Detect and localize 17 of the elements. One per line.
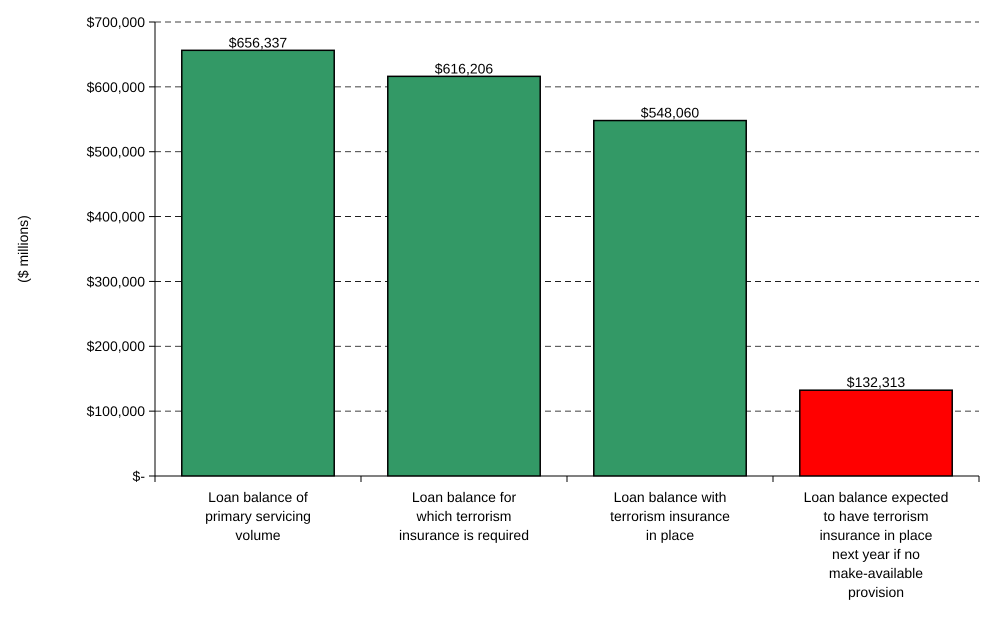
data-label: $132,313 (846, 374, 906, 390)
y-tick-label: $300,000 (86, 273, 146, 290)
x-tick-label: Loan balance of primary servicing volume (205, 489, 311, 543)
y-tick-label: $600,000 (86, 78, 146, 95)
y-axis-title: ($ millions) (15, 215, 31, 283)
x-tick-label: Loan balance for which terrorism insurance is required (399, 489, 529, 543)
data-label: $548,060 (640, 104, 700, 121)
x-tick-label: Loan balance expected to have terrorism insurance in place next year if no make-available provision (804, 489, 948, 600)
y-tick-label: $700,000 (86, 14, 146, 30)
x-tick-label: Loan balance with terrorism insurance in place (610, 489, 730, 543)
y-tick-label: $- (132, 468, 146, 484)
y-tick-label: $200,000 (86, 338, 146, 354)
y-tick-label: $500,000 (86, 144, 146, 160)
y-tick-label: $400,000 (86, 208, 146, 224)
data-label: $616,206 (434, 60, 494, 76)
data-label: $656,337 (228, 34, 288, 50)
y-tick-label: $100,000 (86, 403, 146, 420)
